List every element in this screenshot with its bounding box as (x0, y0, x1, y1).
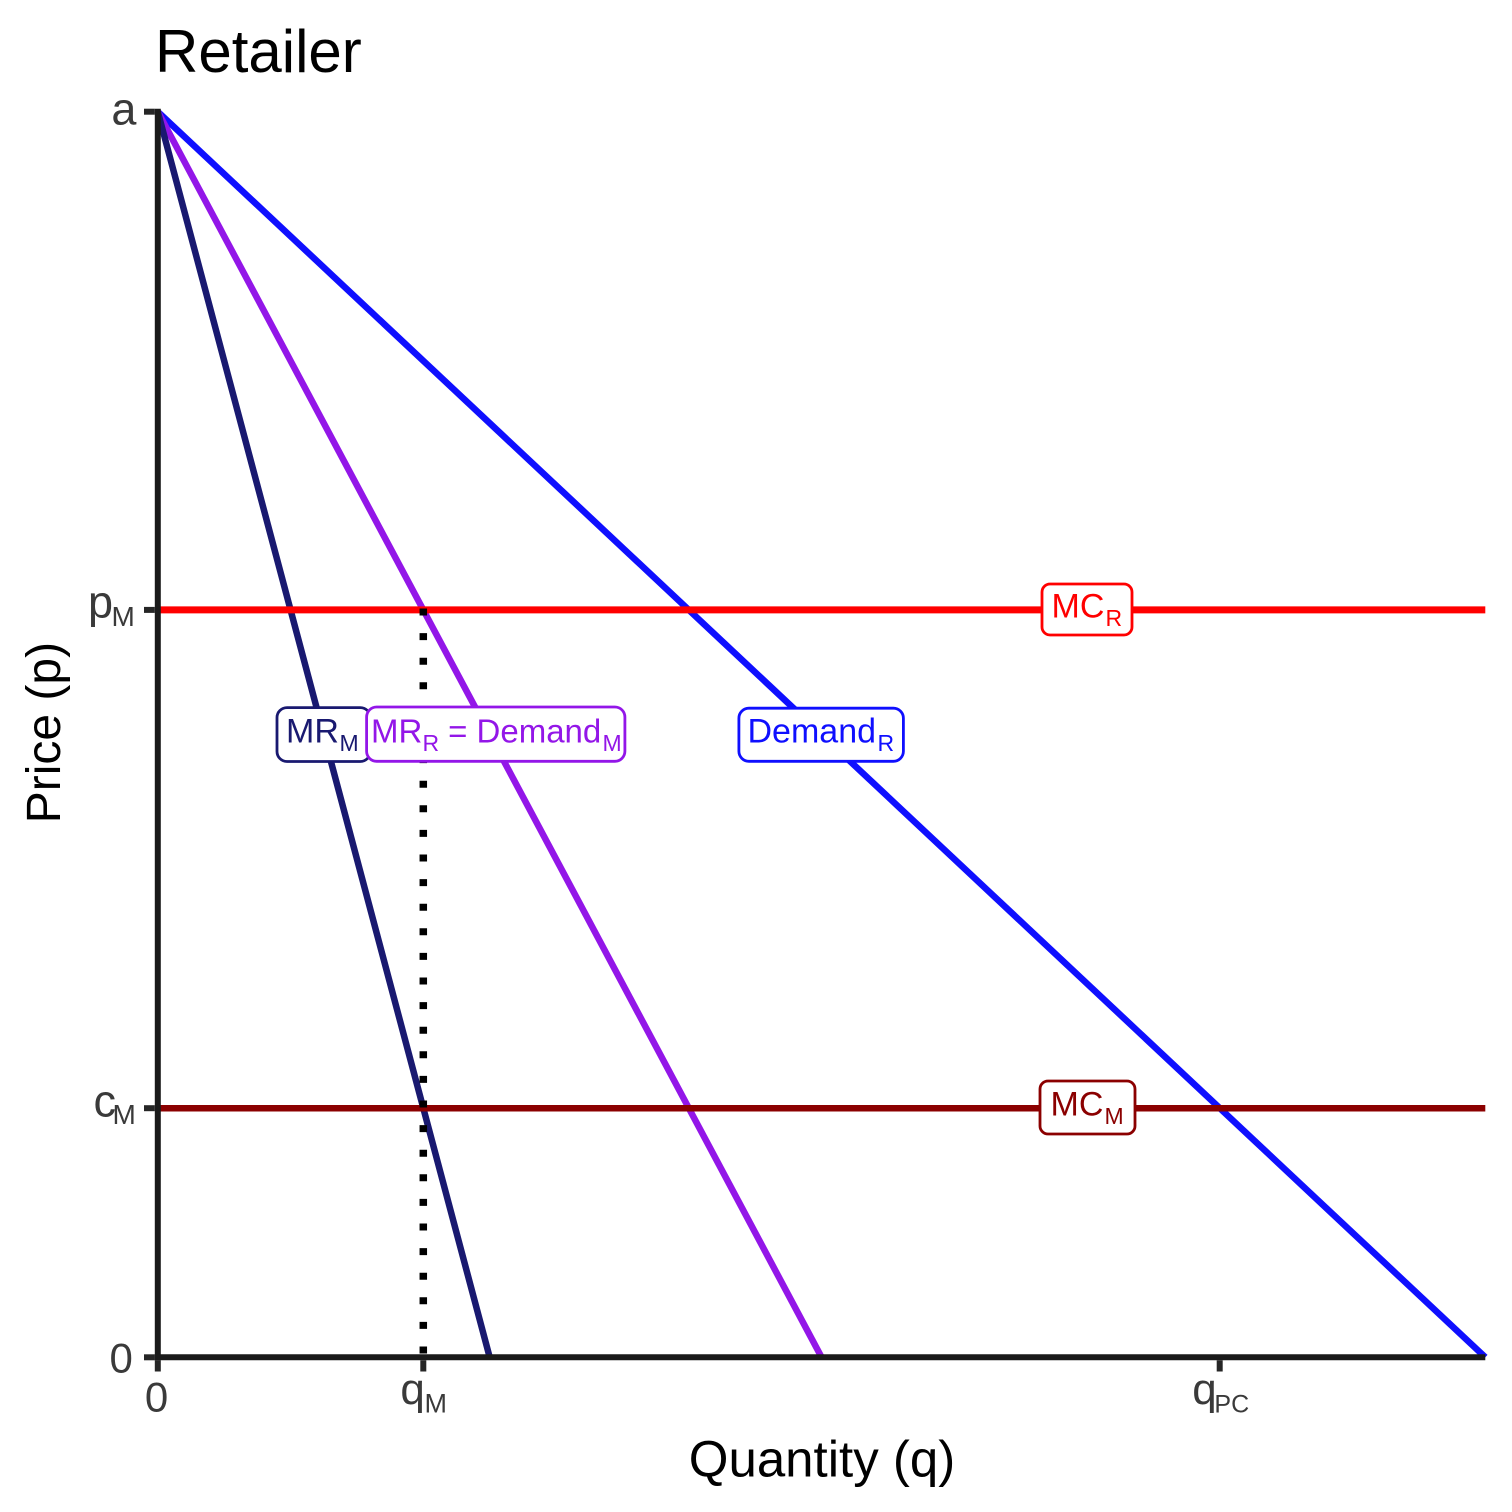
svg-text:M: M (603, 730, 622, 756)
svg-text:M: M (112, 601, 135, 632)
svg-text:Demand: Demand (748, 713, 877, 751)
svg-text:R: R (1106, 605, 1123, 631)
svg-text:MR: MR (286, 713, 339, 751)
svg-text:q: q (1192, 1365, 1216, 1414)
svg-text:M: M (113, 1099, 136, 1130)
svg-text:a: a (111, 84, 137, 135)
svg-text:= Demand: = Demand (448, 713, 601, 750)
svg-text:PC: PC (1214, 1391, 1249, 1419)
svg-text:MR: MR (371, 713, 422, 750)
svg-text:Quantity (q): Quantity (q) (689, 1431, 955, 1488)
svg-text:R: R (423, 730, 440, 756)
svg-text:q: q (400, 1365, 424, 1414)
svg-text:0: 0 (145, 1374, 168, 1421)
svg-text:R: R (878, 730, 895, 756)
svg-text:MC: MC (1051, 1086, 1104, 1124)
svg-text:p: p (88, 576, 113, 627)
svg-text:Price (p): Price (p) (18, 642, 71, 823)
svg-text:Retailer: Retailer (155, 18, 362, 85)
svg-text:M: M (425, 1389, 448, 1419)
svg-text:M: M (340, 730, 359, 756)
svg-text:0: 0 (110, 1334, 133, 1381)
svg-text:c: c (94, 1076, 117, 1127)
svg-text:M: M (1105, 1103, 1124, 1129)
svg-text:MC: MC (1052, 588, 1105, 626)
